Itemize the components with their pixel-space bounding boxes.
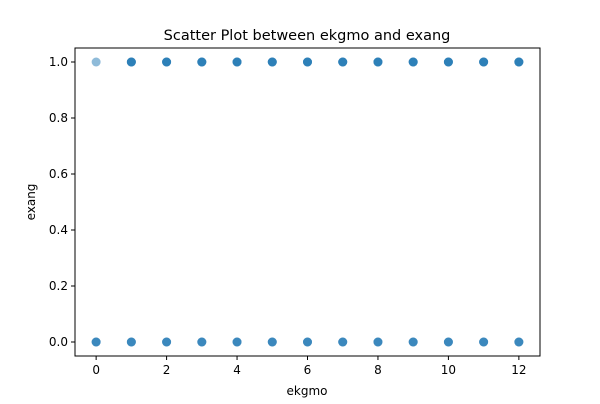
y-tick-label: 1.0 (49, 55, 68, 69)
scatter-point (408, 57, 418, 67)
scatter-point (408, 337, 418, 347)
x-tick-label: 10 (441, 363, 456, 377)
scatter-point (303, 57, 312, 67)
scatter-point (303, 337, 312, 347)
scatter-point (373, 57, 383, 67)
scatter-point (514, 337, 524, 347)
scatter-point (443, 337, 453, 347)
y-axis-label: exang (24, 184, 38, 221)
scatter-point (197, 57, 207, 67)
scatter-point (267, 337, 277, 347)
y-tick-label: 0.2 (49, 279, 68, 293)
scatter-point (162, 337, 172, 347)
scatter-point (197, 337, 207, 347)
scatter-point (91, 57, 101, 67)
scatter-point (514, 57, 524, 67)
scatter-point (338, 337, 348, 347)
x-tick-label: 2 (163, 363, 171, 377)
x-tick-label: 6 (304, 363, 312, 377)
scatter-point (479, 337, 489, 347)
x-tick-label: 12 (511, 363, 526, 377)
y-tick-label: 0.4 (49, 223, 68, 237)
scatter-point (232, 57, 242, 67)
scatter-point (126, 337, 136, 347)
chart-title: Scatter Plot between ekgmo and exang (164, 28, 451, 44)
scatter-point (267, 57, 277, 67)
x-tick-label: 0 (92, 363, 100, 377)
scatter-point (91, 337, 101, 347)
y-tick-label: 0.8 (49, 111, 68, 125)
scatter-point (479, 57, 489, 67)
scatter-point (126, 57, 136, 67)
scatter-point (162, 57, 172, 67)
x-axis-label: ekgmo (287, 384, 328, 398)
points-layer (91, 57, 524, 347)
scatter-point (373, 337, 383, 347)
y-tick-label: 0.0 (49, 335, 68, 349)
scatter-point (338, 57, 348, 67)
scatter-point (232, 337, 242, 347)
x-tick-label: 8 (374, 363, 382, 377)
scatter-point (443, 57, 453, 67)
y-tick-label: 0.6 (49, 167, 68, 181)
ticks-layer: 0 2 4 6 8 10 12 0.0 0.2 0.4 0.6 0.8 1.0 (49, 55, 527, 377)
plot-frame (74, 47, 541, 357)
x-tick-label: 4 (233, 363, 241, 377)
